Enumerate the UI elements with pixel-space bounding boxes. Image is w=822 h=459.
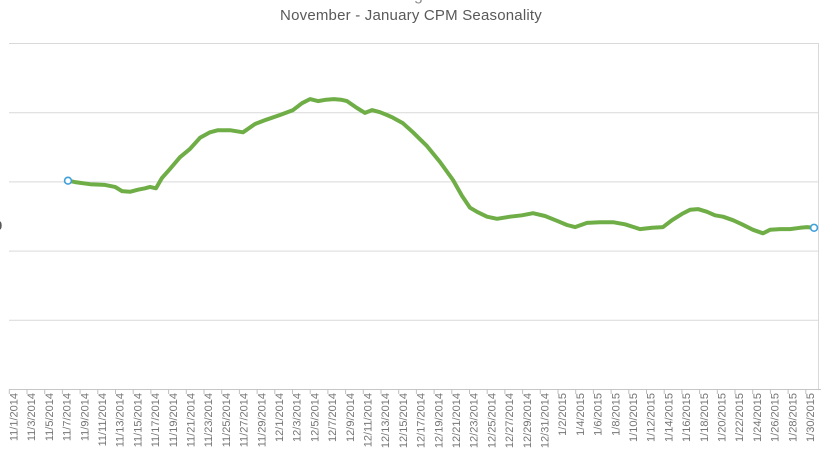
x-axis-label: 12/31/2014: [540, 393, 552, 448]
x-axis-label: 11/1/2014: [9, 393, 21, 441]
x-axis-label: 1/6/2015: [593, 393, 605, 436]
x-axis-label: 1/14/2015: [663, 393, 675, 442]
x-axis-label: 11/17/2014: [150, 393, 162, 447]
x-axis-label: 11/25/2014: [221, 393, 233, 447]
x-axis-label: 12/17/2014: [416, 393, 428, 448]
cropped-heading-fragment: g: [414, 0, 423, 5]
x-axis-label: 12/13/2014: [380, 393, 392, 448]
x-axis-label: 11/15/2014: [132, 393, 144, 447]
x-axis-label: 12/23/2014: [469, 393, 481, 448]
cropped-y-axis-label-fragment: 0: [0, 218, 2, 233]
start-point-marker: [63, 176, 73, 185]
x-axis-label: 11/23/2014: [203, 393, 215, 447]
x-axis-label: 1/20/2015: [717, 393, 729, 442]
x-axis-label: 11/11/2014: [97, 393, 109, 446]
x-axis-label: 12/9/2014: [345, 393, 357, 442]
x-axis-label: 1/22/2015: [734, 393, 746, 442]
x-axis-label: 1/28/2015: [787, 393, 799, 442]
x-axis-label: 11/21/2014: [186, 393, 198, 447]
x-axis-label: 12/5/2014: [309, 393, 321, 442]
series-line: [66, 97, 816, 236]
x-axis-label: 12/15/2014: [398, 393, 410, 448]
x-axis-label: 1/4/2015: [575, 393, 587, 436]
x-axis-label: 1/24/2015: [752, 393, 764, 442]
x-axis-label: 11/9/2014: [79, 393, 91, 441]
x-axis-label: 12/19/2014: [433, 393, 445, 448]
x-axis-label: 1/26/2015: [770, 393, 782, 442]
x-axis-label: 1/30/2015: [805, 393, 817, 442]
x-axis-label: 11/7/2014: [62, 393, 74, 441]
x-axis-label: 1/8/2015: [610, 393, 622, 436]
x-axis-label: 11/29/2014: [256, 393, 268, 447]
x-axis-label: 11/13/2014: [115, 393, 127, 447]
x-axis-label: 12/29/2014: [522, 393, 534, 448]
x-axis-label: 1/18/2015: [699, 393, 711, 442]
x-axis-label: 11/19/2014: [168, 393, 180, 447]
x-axis-label: 1/16/2015: [681, 393, 693, 442]
x-axis-label: 11/3/2014: [26, 393, 38, 441]
x-axis-label: 11/5/2014: [44, 393, 56, 441]
end-point-marker: [809, 223, 819, 232]
x-axis-label: 12/25/2014: [486, 393, 498, 448]
x-axis-label: 12/27/2014: [504, 393, 516, 448]
x-axis-label: 1/12/2015: [646, 393, 658, 442]
x-axis-label: 1/2/2015: [557, 393, 569, 436]
x-axis-label: 12/1/2014: [274, 393, 286, 442]
x-axis-label: 1/10/2015: [628, 393, 640, 442]
x-axis-label: 12/7/2014: [327, 393, 339, 442]
x-axis-label: 12/11/2014: [363, 393, 375, 447]
x-axis-label: 11/27/2014: [239, 393, 251, 447]
chart-title: November - January CPM Seasonality: [280, 7, 542, 24]
x-axis-label: 12/21/2014: [451, 393, 463, 448]
x-axis-label: 12/3/2014: [292, 393, 304, 442]
